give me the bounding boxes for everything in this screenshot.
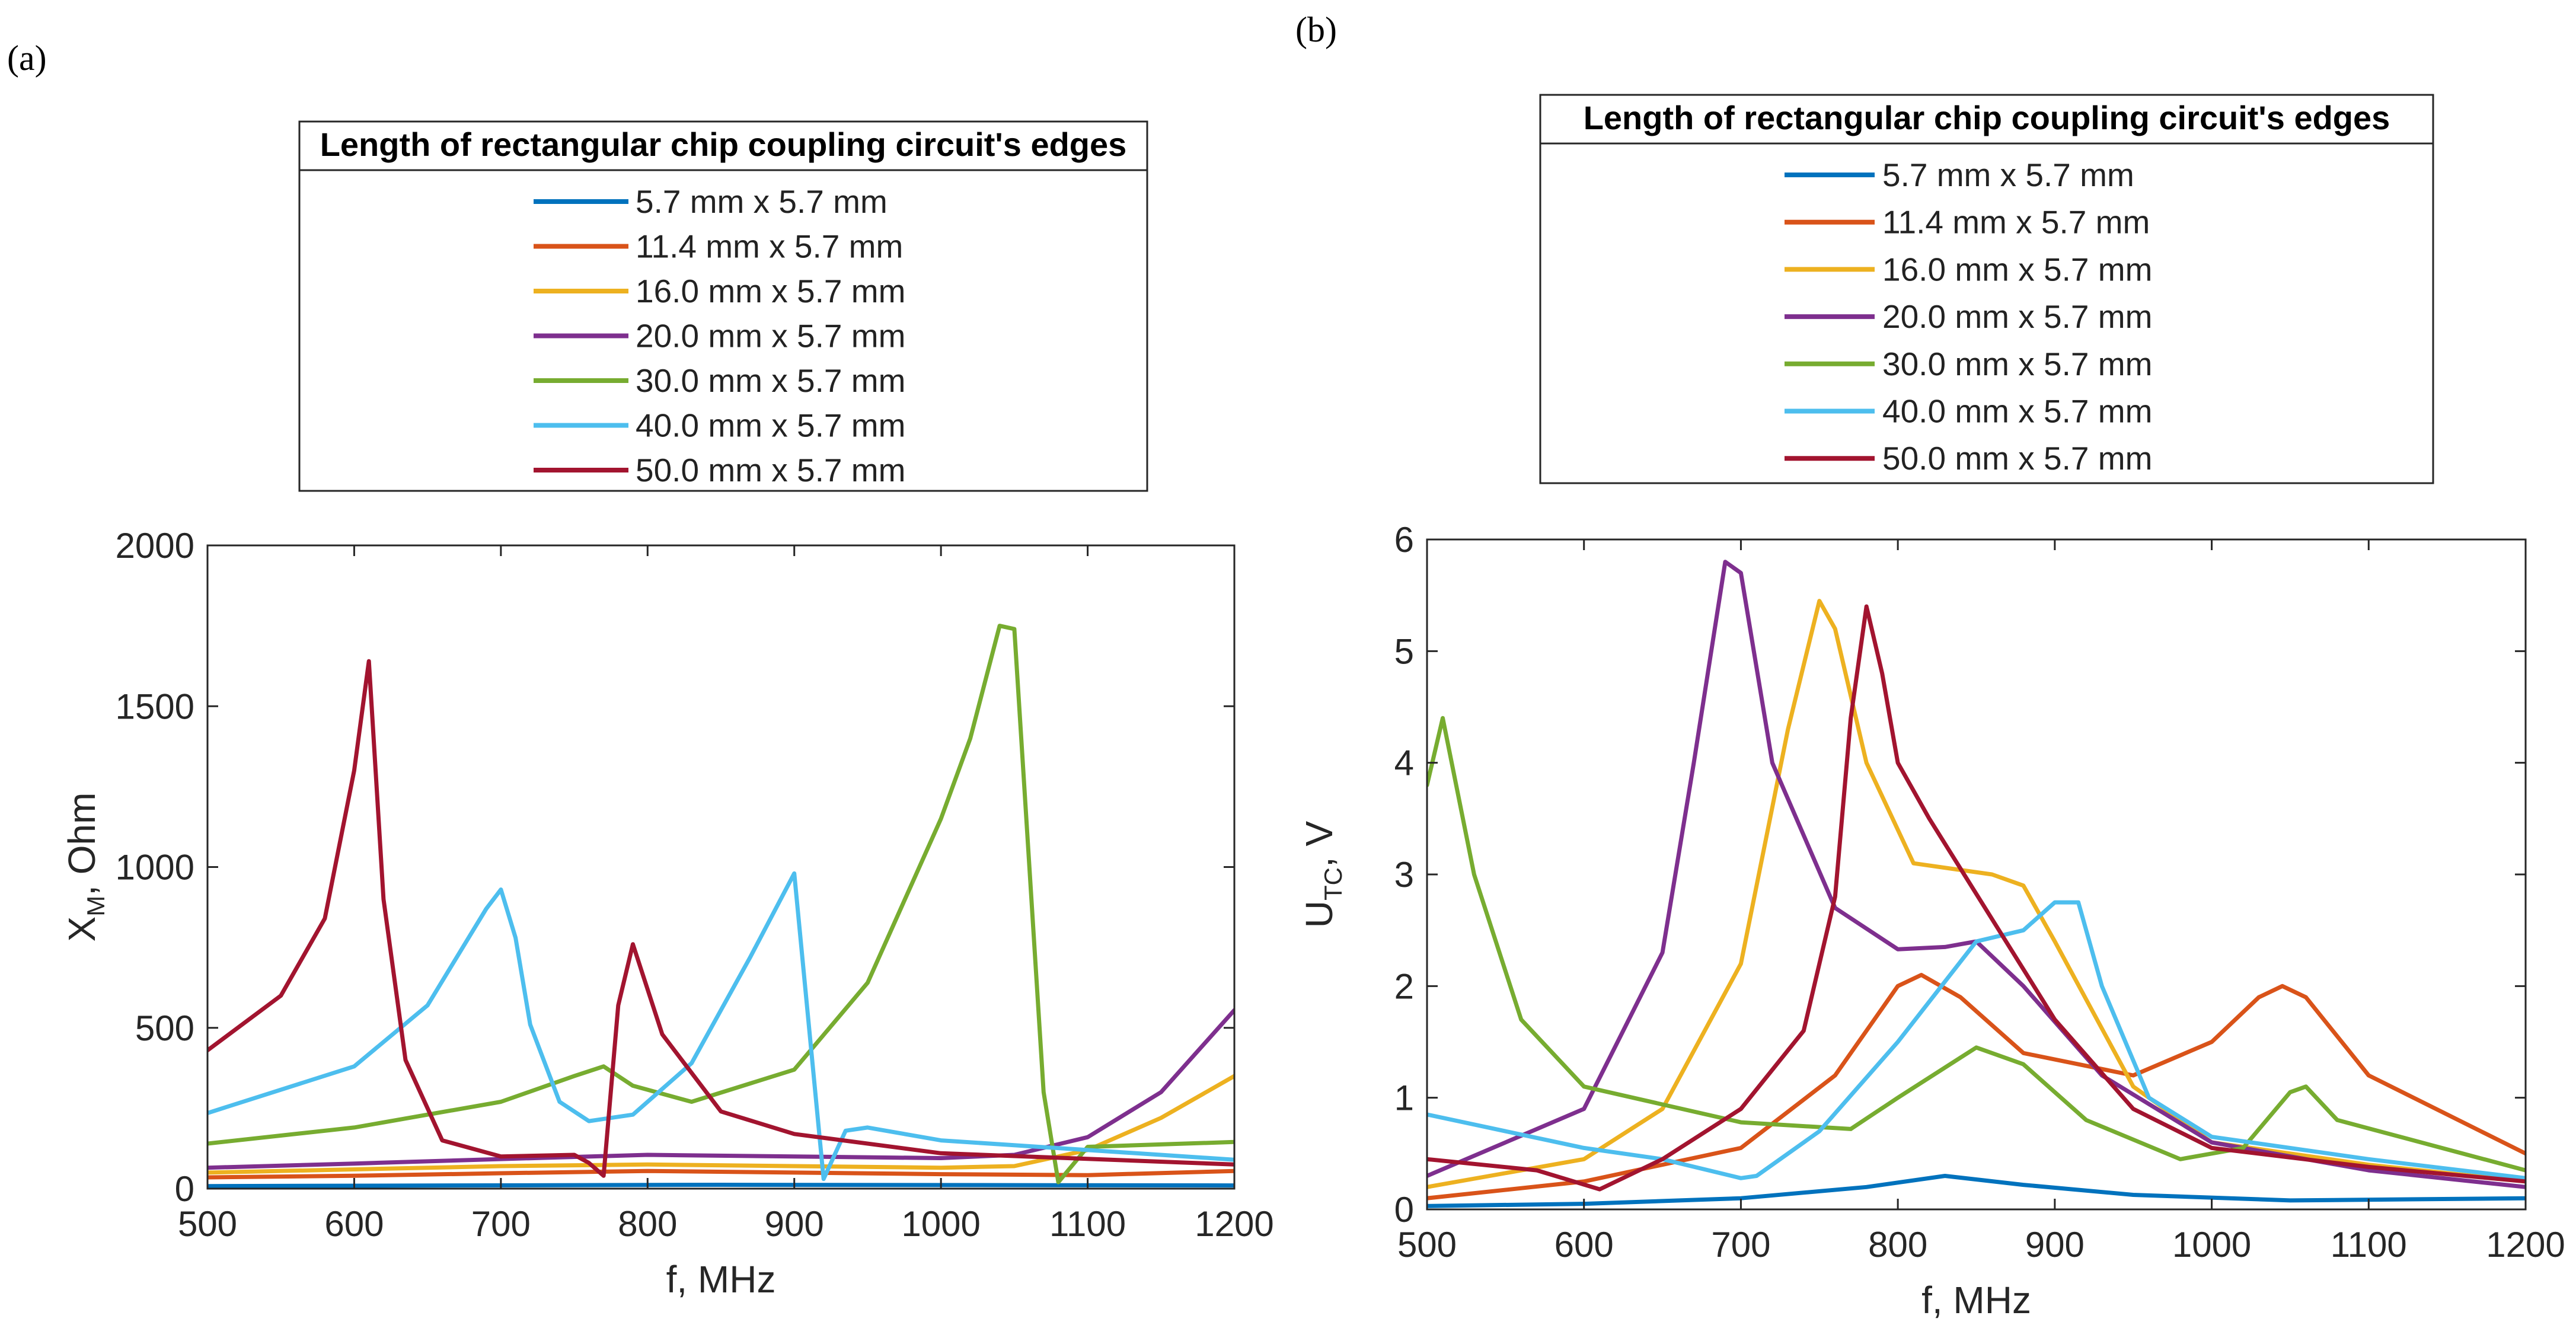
legend-entry-6: 50.0 mm x 5.7 mm bbox=[1882, 440, 2152, 477]
legend-entry-3: 20.0 mm x 5.7 mm bbox=[1882, 298, 2152, 335]
legend-entry-0: 5.7 mm x 5.7 mm bbox=[1882, 157, 2134, 193]
x-tick-label-3: 800 bbox=[1868, 1225, 1927, 1265]
x-axis-label: f, MHz bbox=[1921, 1279, 2031, 1321]
legend-entry-2: 16.0 mm x 5.7 mm bbox=[1882, 251, 2152, 288]
axes: 500 600 700 800 900 1000 1100 1200 0 1 2 3 4 5 6 f, MHz… bbox=[1298, 520, 2565, 1321]
y-axis-label-rest: , V bbox=[1298, 820, 1340, 867]
chart-panel-1: (b) Length of rectangular chip coupling c… bbox=[1295, 10, 2565, 1321]
y-tick-label-0: 0 bbox=[1394, 1190, 1414, 1230]
plot-area bbox=[1427, 539, 2526, 1209]
legend: Length of rectangular chip coupling circ… bbox=[1539, 94, 2434, 484]
legend-entry-1: 11.4 mm x 5.7 mm bbox=[1882, 204, 2150, 241]
legend: Length of rectangular chip coupling circ… bbox=[298, 120, 1148, 492]
legend-entry-1: 11.4 mm x 5.7 mm bbox=[636, 228, 903, 265]
x-tick-label-5: 1000 bbox=[2172, 1225, 2251, 1265]
x-tick-label-1: 600 bbox=[1554, 1225, 1614, 1265]
y-tick-label-6: 6 bbox=[1394, 520, 1414, 560]
axes: 500 600 700 800 900 1000 1100 12000500100015002… bbox=[60, 526, 1274, 1301]
y-tick-label-5: 5 bbox=[1394, 631, 1414, 671]
y-tick-label-2: 2 bbox=[1394, 966, 1414, 1006]
series-group bbox=[208, 624, 1234, 1189]
series-line-5 bbox=[1427, 900, 2526, 1180]
series-line-5 bbox=[208, 871, 1234, 1182]
series-line-3 bbox=[208, 1008, 1234, 1170]
legend-entry-0: 5.7 mm x 5.7 mm bbox=[636, 183, 888, 220]
x-tick-label-6: 1100 bbox=[2331, 1225, 2407, 1265]
y-tick-label-0: 0 bbox=[175, 1169, 194, 1209]
y-tick-label-1: 1 bbox=[1394, 1078, 1414, 1118]
legend-entry-4: 30.0 mm x 5.7 mm bbox=[1882, 346, 2152, 382]
y-axis-label: UTC, V bbox=[1298, 820, 1347, 928]
y-axis-label-rest: , Ohm bbox=[60, 793, 103, 896]
x-tick-label-6: 1100 bbox=[1049, 1204, 1126, 1244]
series-group bbox=[1427, 560, 2526, 1208]
series-line-0 bbox=[1427, 1174, 2526, 1208]
legend-title: Length of rectangular chip coupling circ… bbox=[1584, 99, 2390, 136]
series-line-4 bbox=[208, 624, 1234, 1184]
y-tick-label-4: 2000 bbox=[116, 526, 194, 566]
legend-entry-3: 20.0 mm x 5.7 mm bbox=[636, 318, 905, 355]
x-tick-label-0: 500 bbox=[1397, 1225, 1457, 1265]
y-tick-label-2: 1000 bbox=[116, 848, 194, 887]
y-tick-label-1: 500 bbox=[135, 1008, 194, 1048]
x-tick-label-0: 500 bbox=[178, 1204, 237, 1244]
y-axis-label-sub: TC bbox=[1319, 867, 1347, 901]
series-line-2 bbox=[208, 1074, 1234, 1175]
y-axis-label-main: U bbox=[1298, 901, 1340, 928]
legend-box bbox=[298, 120, 1148, 492]
x-tick-label-4: 900 bbox=[765, 1204, 824, 1244]
y-tick-label-3: 1500 bbox=[116, 687, 194, 726]
x-tick-label-5: 1000 bbox=[901, 1204, 980, 1244]
x-tick-label-2: 700 bbox=[1711, 1225, 1770, 1265]
series-line-6 bbox=[1427, 604, 2526, 1192]
x-tick-label-1: 600 bbox=[324, 1204, 384, 1244]
x-tick-label-4: 900 bbox=[2025, 1225, 2085, 1265]
chart-panel-0: (a) Length of rectangular chip coupling c… bbox=[7, 39, 1274, 1301]
legend-box bbox=[1539, 94, 2434, 484]
plot-area bbox=[208, 545, 1234, 1189]
series-line-4 bbox=[1427, 716, 2526, 1173]
panel-label: (b) bbox=[1295, 10, 1337, 49]
x-tick-label-7: 1200 bbox=[2486, 1225, 2565, 1265]
y-axis-label-sub: M bbox=[82, 896, 110, 917]
series-line-3 bbox=[1427, 560, 2526, 1189]
x-axis-label: f, MHz bbox=[666, 1258, 776, 1301]
y-axis-label-main: X bbox=[60, 917, 103, 942]
series-line-6 bbox=[208, 659, 1234, 1178]
y-tick-label-3: 3 bbox=[1394, 855, 1414, 895]
legend-entry-2: 16.0 mm x 5.7 mm bbox=[636, 273, 905, 309]
x-tick-label-7: 1200 bbox=[1195, 1204, 1273, 1244]
series-line-0 bbox=[208, 1183, 1234, 1189]
y-tick-label-4: 4 bbox=[1394, 743, 1414, 783]
x-tick-label-3: 800 bbox=[618, 1204, 677, 1244]
legend-title: Length of rectangular chip coupling circ… bbox=[320, 126, 1127, 163]
legend-entry-5: 40.0 mm x 5.7 mm bbox=[1882, 393, 2152, 430]
legend-entry-6: 50.0 mm x 5.7 mm bbox=[636, 452, 905, 488]
y-axis-label: XM, Ohm bbox=[60, 793, 110, 942]
legend-entry-5: 40.0 mm x 5.7 mm bbox=[636, 407, 905, 444]
panel-label: (a) bbox=[7, 39, 47, 78]
legend-entry-4: 30.0 mm x 5.7 mm bbox=[636, 362, 905, 399]
x-tick-label-2: 700 bbox=[471, 1204, 531, 1244]
